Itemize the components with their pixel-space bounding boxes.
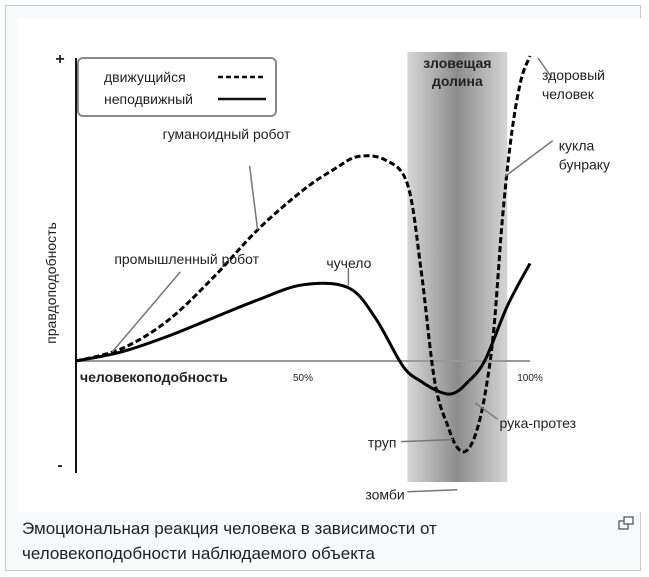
annotation-leader [111, 271, 181, 353]
figure-caption: Эмоциональная реакция человека в зависим… [22, 519, 437, 563]
series-line-moving [75, 55, 532, 454]
annotation-label: гуманоидный робот [163, 126, 291, 142]
annotation-label: чучело [326, 255, 371, 271]
series-line-still [75, 262, 532, 396]
annotation-label: рука-протез [500, 415, 577, 431]
annotation-leader [407, 488, 458, 493]
annotation-label: зомби [365, 487, 404, 503]
annotation-leader [537, 57, 553, 79]
x-axis-label: человекоподобность [80, 369, 228, 385]
uncanny-valley-chart: зловещая долина + - 50% 100% человекопод… [43, 51, 610, 503]
y-axis-label: правдоподобность [43, 222, 59, 344]
enlarge-icon[interactable] [618, 516, 634, 530]
y-tick-label: + [55, 51, 64, 68]
legend-label: движущийся [104, 69, 186, 85]
annotation-label: бунраку [559, 157, 610, 173]
valley-label: долина [432, 73, 483, 89]
legend-box [77, 57, 277, 117]
annotation-label: кукла [559, 138, 595, 154]
annotation-leader [248, 165, 259, 230]
annotation-leader [504, 139, 554, 178]
uncanny-valley-band [407, 52, 508, 482]
annotation-leader [475, 402, 498, 420]
y-tick-label: - [57, 457, 62, 474]
annotation-label: труп [368, 435, 397, 451]
figure-frame: зловещая долина + - 50% 100% человекопод… [5, 5, 642, 571]
legend-label: неподвижный [104, 91, 193, 107]
legend: движущийся неподвижный [77, 57, 277, 117]
annotations-layer: здоровый человек гуманоидный робот промышле… [111, 57, 610, 503]
chart-area: зловещая долина + - 50% 100% человекопод… [18, 18, 642, 512]
annotation-label: человек [542, 86, 595, 102]
x-tick-label: 50% [293, 373, 313, 384]
annotation-leader [400, 438, 453, 443]
valley-label: зловещая [423, 55, 491, 71]
series-layer [75, 55, 532, 454]
x-tick-label: 100% [517, 373, 543, 384]
annotation-label: здоровый [542, 67, 605, 83]
annotation-label: промышленный робот [114, 251, 259, 267]
